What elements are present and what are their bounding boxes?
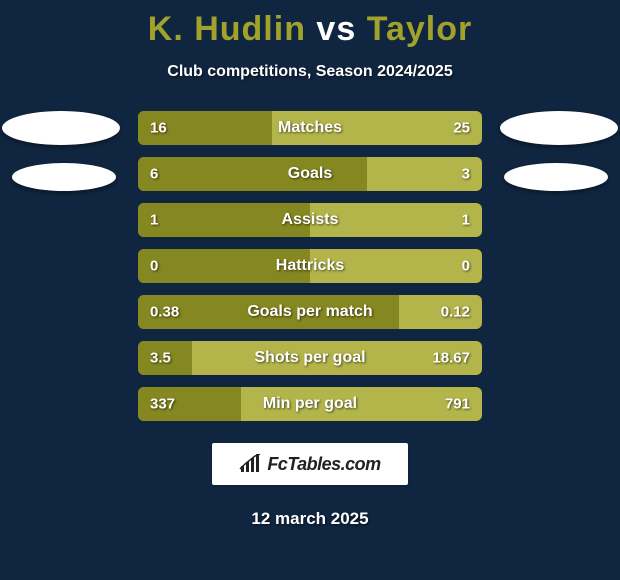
chart-icon [239, 454, 261, 474]
title-vs: vs [316, 10, 356, 48]
bar-fill-left [138, 157, 367, 191]
stat-label: Goals per match [247, 303, 372, 321]
stat-value-right: 0.12 [441, 304, 470, 321]
stat-value-right: 791 [445, 396, 470, 413]
content: Matches 16 25 Goals 6 3 Assists 1 1 Hattricks 0 0 Go… [0, 111, 620, 421]
stat-label: Hattricks [276, 257, 344, 275]
stat-label: Shots per goal [254, 349, 365, 367]
comparison-card: K. Hudlin vs Taylor Club competitions, S… [0, 0, 620, 580]
stat-row: Shots per goal 3.5 18.67 [138, 341, 482, 375]
player-left-name: K. Hudlin [148, 10, 306, 48]
stat-label: Goals [288, 165, 332, 183]
date-label: 12 march 2025 [0, 509, 620, 529]
stat-label: Matches [278, 119, 342, 137]
stat-value-left: 16 [150, 120, 167, 137]
decor-ellipse [500, 111, 618, 145]
brand-badge[interactable]: FcTables.com [212, 443, 408, 485]
stat-row: Goals 6 3 [138, 157, 482, 191]
stat-label: Assists [282, 211, 339, 229]
stat-value-left: 1 [150, 212, 158, 229]
decor-ellipse [12, 163, 116, 191]
stat-rows: Matches 16 25 Goals 6 3 Assists 1 1 Hattricks 0 0 Go… [138, 111, 482, 421]
stat-row: Min per goal 337 791 [138, 387, 482, 421]
stat-value-right: 1 [462, 212, 470, 229]
stat-value-left: 6 [150, 166, 158, 183]
subtitle: Club competitions, Season 2024/2025 [0, 63, 620, 81]
stat-value-right: 0 [462, 258, 470, 275]
stat-row: Goals per match 0.38 0.12 [138, 295, 482, 329]
stat-row: Assists 1 1 [138, 203, 482, 237]
player-right-name: Taylor [367, 10, 473, 48]
stat-row: Matches 16 25 [138, 111, 482, 145]
stat-label: Min per goal [263, 395, 357, 413]
stat-row: Hattricks 0 0 [138, 249, 482, 283]
decor-ellipse [504, 163, 608, 191]
stat-value-left: 3.5 [150, 350, 171, 367]
stat-value-left: 0.38 [150, 304, 179, 321]
decor-ellipse [2, 111, 120, 145]
brand-text: FcTables.com [267, 454, 380, 475]
stat-value-left: 0 [150, 258, 158, 275]
stat-value-right: 25 [453, 120, 470, 137]
stat-value-right: 3 [462, 166, 470, 183]
page-title: K. Hudlin vs Taylor [0, 0, 620, 49]
stat-value-right: 18.67 [432, 350, 470, 367]
stat-value-left: 337 [150, 396, 175, 413]
